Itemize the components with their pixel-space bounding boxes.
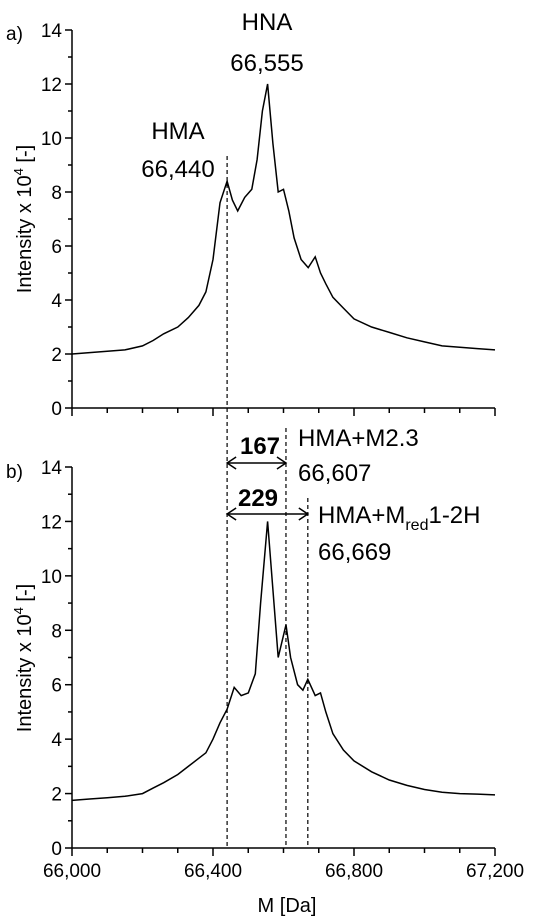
y-tick-label: 2 <box>51 345 62 366</box>
panel-b-x-ticks: 66,000 66,400 66,800 67,200 <box>43 848 524 882</box>
hma-label: HMA <box>151 118 204 145</box>
panel-a-x-ticks <box>71 408 496 416</box>
y-tick-label: 8 <box>51 183 62 204</box>
panel-b-y-ticks: 0 2 4 6 8 10 12 14 <box>41 458 72 860</box>
x-axis-label: M [Da] <box>258 895 317 917</box>
y-tick-label: 2 <box>51 785 62 806</box>
y-tick-label: 12 <box>41 75 62 96</box>
y-tick-label: 12 <box>41 512 62 533</box>
y-tick-label: 0 <box>51 839 62 860</box>
difference-229-arrowhead-right <box>298 507 310 521</box>
difference-229-arrowhead-left <box>225 507 237 521</box>
panel-b-series-line <box>71 521 496 802</box>
hma-m23-label: HMA+M2.3 <box>298 425 419 452</box>
y-tick-label: 4 <box>51 291 62 312</box>
panel-a-y-ticks: 0 2 4 6 8 10 12 14 <box>41 21 72 420</box>
hma-mass-label: 66,440 <box>141 156 214 183</box>
y-tick-label: 8 <box>51 621 62 642</box>
hma-mred-label: HMA+Mred1-2H <box>318 502 481 534</box>
panel-a-series-line <box>71 83 496 355</box>
x-tick-label: 66,000 <box>43 861 101 882</box>
y-tick-label: 14 <box>41 458 63 479</box>
hma-mred-mass-label: 66,669 <box>318 539 391 566</box>
panel-b-label: b) <box>6 462 23 483</box>
difference-167-arrowhead-right <box>276 456 288 470</box>
y-tick-label: 0 <box>51 399 62 420</box>
x-tick-label: 66,800 <box>325 861 383 882</box>
difference-167-arrowhead-left <box>225 456 237 470</box>
y-tick-label: 10 <box>41 567 62 588</box>
panel-a: a) 0 2 4 6 8 10 12 14 Intensity x 104 [-] HNA 6… <box>6 9 496 420</box>
panel-a-y-axis-label: Intensity x 104 [-] <box>11 145 36 293</box>
panel-a-label: a) <box>6 24 23 45</box>
y-tick-label: 10 <box>41 129 62 150</box>
y-tick-label: 14 <box>41 21 63 42</box>
difference-167-label: 167 <box>240 433 280 460</box>
x-tick-label: 67,200 <box>466 861 524 882</box>
y-tick-label: 6 <box>51 237 62 258</box>
panel-b-y-axis-label: Intensity x 104 [-] <box>11 584 36 732</box>
hna-mass-label: 66,555 <box>230 50 303 77</box>
y-tick-label: 4 <box>51 730 62 751</box>
y-tick-label: 6 <box>51 676 62 697</box>
hna-label: HNA <box>242 9 293 36</box>
difference-229-label: 229 <box>238 485 278 512</box>
hma-m23-mass-label: 66,607 <box>298 460 371 487</box>
x-tick-label: 66,400 <box>184 861 242 882</box>
